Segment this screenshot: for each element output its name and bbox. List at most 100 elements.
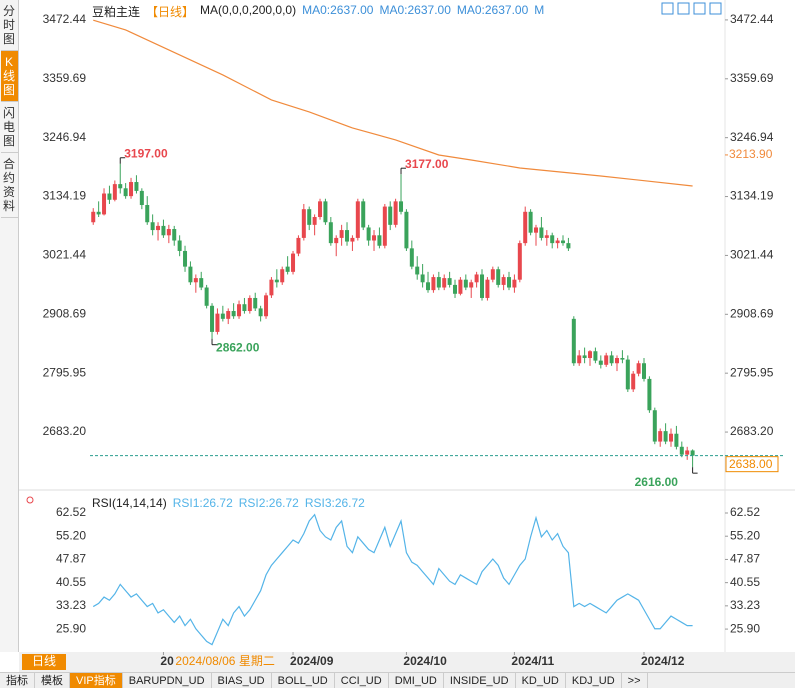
symbol: 豆粕主连 [92, 5, 141, 19]
candle-body [685, 450, 690, 455]
indicator-tab[interactable]: VIP指标 [70, 673, 123, 688]
indicator-tab[interactable]: 模板 [35, 673, 70, 688]
candle-body [382, 206, 387, 246]
candle-body [463, 279, 468, 288]
ma-value-label: 3213.90 [729, 147, 773, 161]
candle-body [555, 240, 560, 244]
y-tick-label: 3359.69 [43, 71, 87, 85]
candle-body [134, 182, 139, 191]
candle-body [91, 211, 96, 223]
legend-entry: RSI2:26.72 [238, 496, 299, 510]
indicator-tab[interactable]: 指标 [0, 673, 35, 688]
sidebar-tab[interactable]: K线图 [0, 51, 18, 102]
candle-body [237, 304, 242, 317]
indicator-tab[interactable]: INSIDE_UD [444, 673, 516, 688]
candle-body [577, 355, 582, 364]
candle-body [690, 450, 695, 456]
candle-body [501, 277, 506, 285]
candle-body [609, 355, 614, 364]
candle-body [193, 278, 198, 283]
sidebar-tab[interactable]: 合约资料 [0, 153, 18, 218]
candle-body [215, 313, 220, 332]
sidebar-tab[interactable]: 闪电图 [0, 102, 18, 153]
candle-body [145, 205, 150, 223]
y-tick-label: 3472.44 [730, 12, 774, 26]
legend-entry: M [534, 3, 545, 17]
y-tick-label: 3246.94 [43, 130, 87, 144]
cursor-label: 2024/08/06 星期二 [175, 654, 274, 668]
indicator-tab[interactable]: CCI_UD [335, 673, 389, 688]
rsi-title: RSI(14,14,14) [92, 496, 167, 510]
candle-body [480, 274, 485, 298]
candle-body [177, 240, 182, 251]
candle-body [345, 230, 350, 242]
candle-body [458, 279, 463, 294]
period-label: 日线 [32, 654, 56, 668]
candle-body [517, 243, 522, 280]
candle-body [550, 235, 555, 244]
y-tick-label: 3472.44 [43, 12, 87, 26]
candle-body [291, 253, 296, 272]
candle-body [658, 431, 663, 442]
last-price-label: 2638.00 [729, 457, 773, 471]
candle-body [166, 229, 171, 236]
legend-entry: MA0:2637.00 [302, 3, 374, 17]
indicator-tab[interactable]: BOLL_UD [272, 673, 335, 688]
y-tick-label: 33.23 [730, 598, 760, 612]
candle-body [566, 243, 571, 249]
candle-body [474, 274, 479, 283]
candle-body [334, 237, 339, 244]
indicator-tab[interactable]: BIAS_UD [212, 673, 272, 688]
candle-body [269, 279, 274, 296]
indicator: MA(0,0,0,200,0,0) [200, 3, 297, 17]
y-tick-label: 2683.20 [730, 424, 774, 438]
candle-body [118, 184, 123, 189]
candle-body [307, 209, 312, 225]
main-header: 豆粕主连 【日线】 MA(0,0,0,200,0,0) MA0:2637.00 MA0:… [92, 3, 544, 20]
toolbar-icons [661, 2, 722, 15]
candle-body [318, 201, 323, 218]
candle-body [388, 206, 393, 225]
indicator-tab[interactable]: KD_UD [516, 673, 566, 688]
y-tick-label: 40.55 [56, 575, 86, 589]
candle-body [512, 279, 517, 288]
candle-body [312, 217, 317, 225]
candle-body [204, 287, 209, 306]
icon[interactable] [661, 2, 674, 15]
candle-body [350, 237, 355, 242]
indicator-tab[interactable]: DMI_UD [389, 673, 444, 688]
candle-body [593, 351, 598, 361]
x-tick-label: 20 [160, 654, 174, 668]
candle-body [172, 229, 177, 241]
period-button[interactable] [22, 654, 66, 670]
y-tick-label: 2795.95 [43, 365, 87, 379]
y-tick-label: 3359.69 [730, 71, 774, 85]
candle-body [604, 355, 609, 365]
candle-body [598, 360, 603, 365]
candle-body [231, 311, 236, 317]
bottom-tabs: 指标 模板 VIP指标 BARUPDN_UD BIAS_UD BOLL_UD CCI_UD D… [0, 672, 795, 688]
indicator-tab[interactable]: BARUPDN_UD [123, 673, 212, 688]
icon[interactable] [677, 2, 690, 15]
candle-body [226, 311, 231, 319]
x-tick-label: 2024/12 [641, 654, 685, 668]
settings-icon[interactable] [26, 496, 34, 504]
candle-body [415, 266, 420, 275]
indicator-tab[interactable]: >> [622, 673, 648, 688]
candle-body [663, 431, 668, 442]
candle-body [285, 266, 290, 272]
icon[interactable] [709, 2, 722, 15]
candle-body [588, 351, 593, 359]
panel [19, 0, 795, 652]
candle-body [404, 211, 409, 249]
annotation-label: 2862.00 [216, 340, 260, 354]
legend-entry: RSI1:26.72 [172, 496, 233, 510]
candle-body [436, 277, 441, 288]
candle-body [258, 308, 263, 317]
sidebar-tab[interactable]: 分时图 [0, 0, 18, 51]
candle-body [490, 269, 495, 280]
indicator-tab[interactable]: KDJ_UD [566, 673, 622, 688]
candle-body [561, 240, 566, 244]
icon[interactable] [693, 2, 706, 15]
